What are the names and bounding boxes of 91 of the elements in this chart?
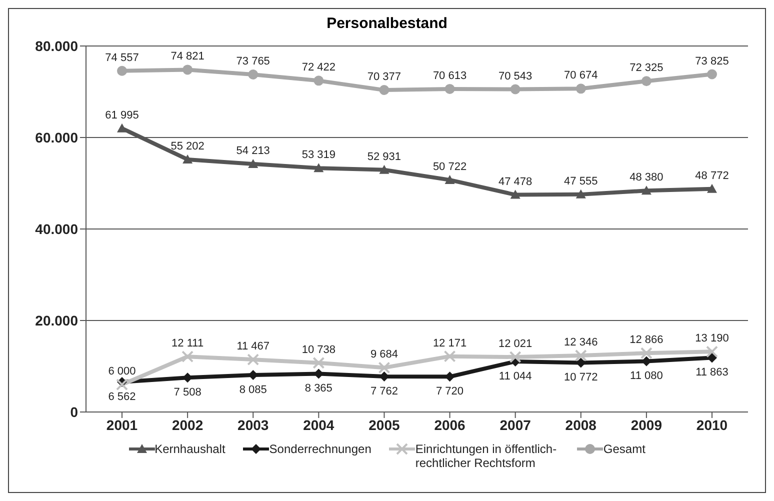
data-label: 74 557 xyxy=(105,52,139,64)
y-tick-label: 60.000 xyxy=(35,129,78,146)
x-tick-label: 2005 xyxy=(368,416,400,433)
point xyxy=(379,85,390,96)
x-tick-label: 2008 xyxy=(565,416,597,433)
point xyxy=(444,84,455,94)
point xyxy=(182,350,194,363)
x-tick-label: 2010 xyxy=(696,416,728,433)
data-label: 6 000 xyxy=(108,366,136,378)
point xyxy=(312,356,325,369)
y-tick-label: 80.000 xyxy=(35,38,78,54)
point xyxy=(248,158,258,168)
legend-label: Kernhaushalt xyxy=(154,442,226,456)
point xyxy=(117,123,127,132)
data-label: 10 738 xyxy=(302,344,336,356)
point xyxy=(576,84,586,94)
data-label: 12 171 xyxy=(432,337,467,350)
point xyxy=(706,346,718,358)
data-label: 73 825 xyxy=(695,55,729,68)
data-label: 70 377 xyxy=(367,71,402,84)
data-label: 48 380 xyxy=(630,172,664,184)
point xyxy=(510,84,520,94)
data-label: 47 555 xyxy=(564,175,598,188)
point xyxy=(248,70,258,80)
point xyxy=(574,350,587,362)
data-label: 7 508 xyxy=(174,386,202,398)
data-label: 50 722 xyxy=(432,160,467,173)
legend-label: Einrichtungen in öffentlich-rechtlicher Rechtsform xyxy=(415,442,558,470)
point xyxy=(247,354,260,366)
data-label: 47 478 xyxy=(498,176,532,188)
data-label: 11 044 xyxy=(498,370,532,382)
data-label: 72 422 xyxy=(302,62,336,74)
data-label: 53 319 xyxy=(302,149,336,162)
data-label: 74 821 xyxy=(170,50,204,63)
x-tick-label: 2007 xyxy=(500,416,532,433)
data-label: 73 765 xyxy=(236,56,270,68)
data-label: 61 995 xyxy=(105,109,139,122)
point xyxy=(641,76,652,86)
data-label: 12 111 xyxy=(172,338,204,350)
point xyxy=(314,163,324,172)
point xyxy=(182,64,193,75)
point xyxy=(379,164,390,174)
point xyxy=(116,378,128,391)
x-tick-label: 2001 xyxy=(106,416,138,433)
point xyxy=(444,350,456,362)
data-label: 6 562 xyxy=(108,390,136,403)
point xyxy=(444,174,455,184)
x-tick-label: 2003 xyxy=(238,416,269,433)
data-label: 11 863 xyxy=(696,366,728,379)
data-label: 8 085 xyxy=(239,384,267,396)
data-label: 7 762 xyxy=(370,385,398,398)
y-tick-label: 0 xyxy=(70,404,78,420)
point xyxy=(117,66,127,76)
legend-label: Gesamt xyxy=(603,442,646,456)
x-tick-label: 2009 xyxy=(630,416,662,433)
data-label: 7 720 xyxy=(436,385,464,398)
point xyxy=(641,186,652,195)
point xyxy=(314,76,324,86)
point xyxy=(707,69,717,80)
data-label: 13 190 xyxy=(695,332,729,345)
data-label: 70 613 xyxy=(432,70,467,82)
point xyxy=(707,184,717,193)
data-label: 8 365 xyxy=(304,382,332,395)
data-label: 10 772 xyxy=(564,372,598,384)
point xyxy=(640,347,652,360)
chart-title: Personalbestand xyxy=(326,15,448,32)
x-tick-label: 2002 xyxy=(172,416,204,433)
data-label: 72 325 xyxy=(630,62,664,74)
point xyxy=(378,362,390,374)
data-label: 70 543 xyxy=(498,70,532,82)
data-label: 48 772 xyxy=(695,170,729,182)
data-label: 11 467 xyxy=(236,340,270,353)
data-label: 52 931 xyxy=(367,150,402,163)
x-tick-label: 2006 xyxy=(434,416,466,433)
point xyxy=(510,190,520,199)
legend-label: Sonderrechnungen xyxy=(269,442,372,456)
data-label: 11 080 xyxy=(630,370,663,382)
point xyxy=(509,351,522,364)
data-label: 12 866 xyxy=(630,334,664,346)
data-label: 9 684 xyxy=(370,348,398,361)
point xyxy=(576,189,586,198)
data-label: 54 213 xyxy=(236,144,270,157)
data-label: 70 674 xyxy=(564,70,598,82)
y-tick-label: 40.000 xyxy=(35,220,78,237)
data-label: 55 202 xyxy=(170,140,204,152)
y-tick-label: 20.000 xyxy=(35,312,78,328)
point xyxy=(379,371,390,382)
point xyxy=(182,154,193,164)
data-label: 12 346 xyxy=(564,336,598,349)
data-label: 12 021 xyxy=(498,338,532,350)
x-tick-label: 2004 xyxy=(303,416,334,433)
